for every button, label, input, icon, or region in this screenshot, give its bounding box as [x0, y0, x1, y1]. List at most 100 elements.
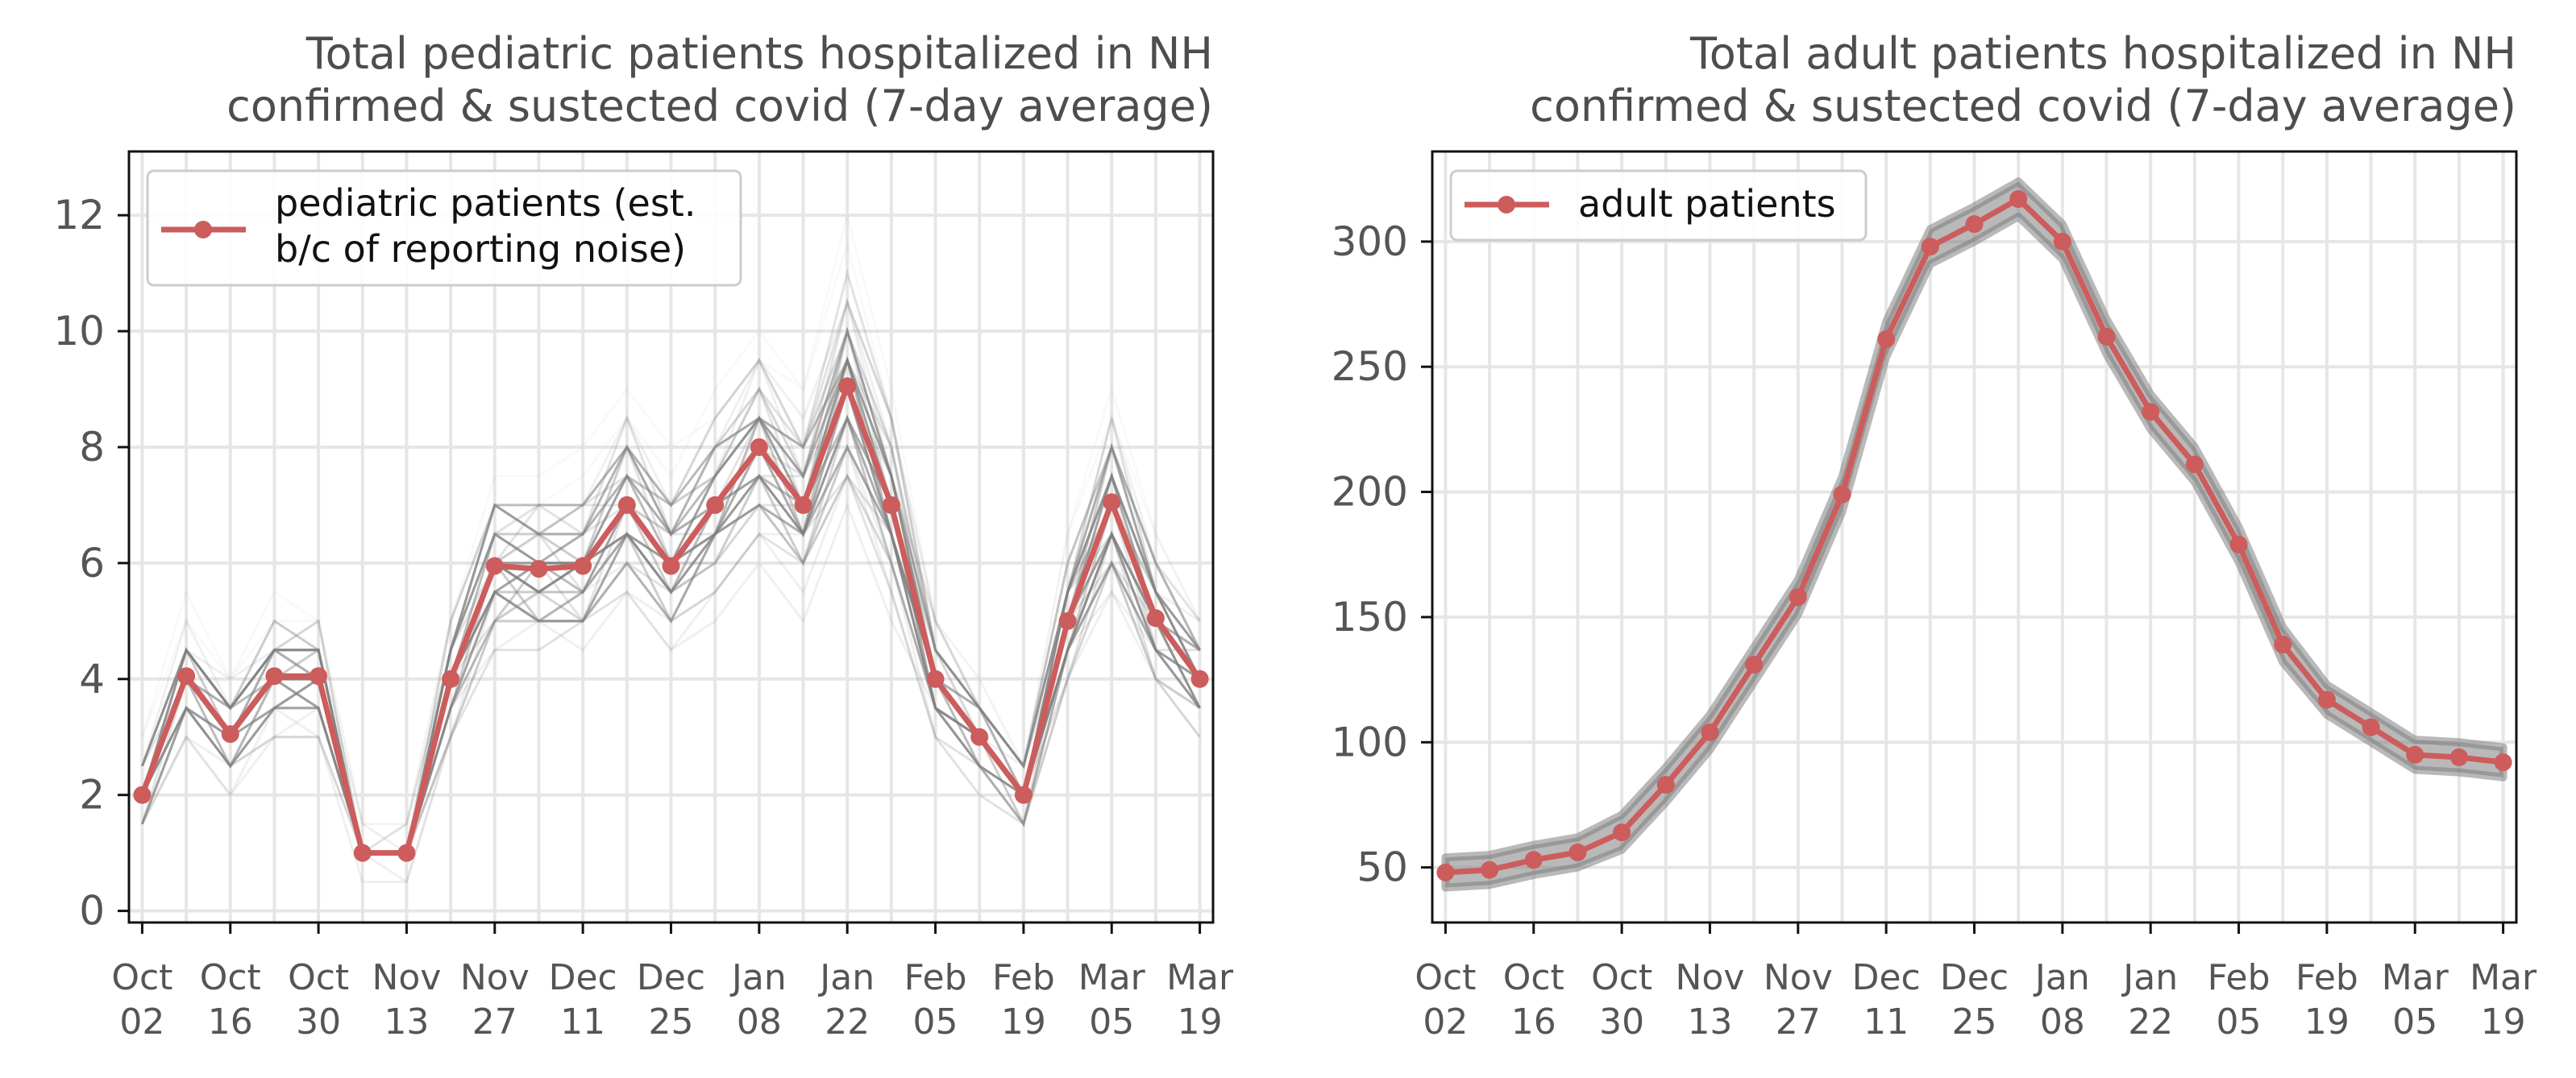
adult-x-tick-label-month: Jan [2033, 957, 2090, 998]
adult-y-tick-label: 150 [1332, 594, 1408, 641]
adult-data-point [1745, 655, 1764, 674]
pediatric-legend-box [146, 169, 742, 287]
pediatric-data-point [662, 557, 680, 575]
adult-x-tick-label-month: Oct [1503, 957, 1564, 998]
pediatric-x-tick-label-day: 05 [913, 1001, 958, 1043]
pediatric-x-tick-label-month: Oct [288, 957, 349, 998]
adult-data-point [2274, 636, 2292, 654]
adult-series [1436, 190, 2512, 881]
pediatric-ensemble-line [140, 357, 1201, 855]
adult-data-point [1656, 776, 1675, 794]
pediatric-x-tick-label-day: 08 [737, 1001, 782, 1043]
pediatric-data-point [485, 557, 504, 575]
pediatric-legend-label-line1: pediatric patients (est. [275, 181, 696, 225]
pediatric-legend-marker-swatch [194, 221, 212, 238]
pediatric-ensemble-line [141, 298, 1201, 856]
pediatric-data-point [442, 670, 460, 688]
pediatric-data-point [1014, 786, 1032, 804]
adult-x-tick-label-month: Jan [2121, 957, 2178, 998]
adult-x-tick-label-day: 11 [1863, 1001, 1909, 1043]
adult-y-tick-label: 250 [1332, 343, 1408, 390]
adult-x-tick-label-month: Oct [1415, 957, 1476, 998]
pediatric-ensemble-line [141, 472, 1201, 855]
adult-chart-grid [1432, 151, 2516, 923]
adult-x-tick-label-day: 13 [1687, 1001, 1732, 1043]
adult-ensemble-band [1441, 177, 2507, 892]
pediatric-y-tick-label: 12 [53, 192, 105, 238]
adult-data-point [1524, 851, 1543, 869]
adult-data-point [1613, 823, 1631, 842]
pediatric-x-tick-label-month: Oct [111, 957, 172, 998]
pediatric-data-point [926, 670, 945, 688]
pediatric-y-tick-label: 6 [79, 540, 105, 587]
pediatric-ensemble-line [141, 298, 1201, 856]
pediatric-y-tick-label: 10 [53, 308, 105, 354]
adult-data-point [2229, 535, 2248, 554]
pediatric-chart-panel: Total pediatric patients hospitalized in… [53, 28, 1234, 1043]
adult-data-point [2185, 455, 2204, 474]
adult-x-axis: Oct02Oct16Oct30Nov13Nov27Dec11Dec25Jan08… [1415, 923, 2537, 1043]
adult-data-point [1568, 844, 1587, 861]
pediatric-x-tick-label-month: Dec [549, 957, 617, 998]
pediatric-y-tick-label: 4 [79, 656, 105, 703]
pediatric-ensemble-line [141, 474, 1201, 855]
pediatric-data-point [970, 728, 989, 746]
adult-y-tick-label: 100 [1332, 719, 1408, 765]
pediatric-x-tick-label-month: Mar [1078, 957, 1146, 998]
pediatric-ensemble-line [141, 473, 1201, 855]
pediatric-data-point [1103, 493, 1121, 512]
pediatric-y-axis: 0 2 4 6 8 10 12 [53, 192, 129, 935]
adult-x-tick-label-day: 16 [1511, 1001, 1556, 1043]
pediatric-ensemble-line [141, 444, 1201, 855]
pediatric-ensemble-line [140, 268, 1201, 855]
pediatric-data-point [1190, 670, 1209, 688]
adult-ensemble-band-area [1441, 177, 2507, 892]
pediatric-ensemble-line [141, 239, 1201, 826]
adult-x-tick-label-month: Mar [2470, 957, 2537, 998]
adult-legend-marker-swatch [1498, 196, 1515, 214]
adult-x-tick-label-day: 02 [1423, 1001, 1468, 1043]
pediatric-x-tick-label-day: 25 [649, 1001, 694, 1043]
pediatric-x-tick-label-day: 22 [825, 1001, 870, 1043]
adult-x-tick-label-day: 19 [2304, 1001, 2350, 1043]
pediatric-ensemble-line [140, 214, 1201, 826]
adult-x-tick-label-day: 08 [2040, 1001, 2085, 1043]
adult-data-point [2362, 718, 2380, 736]
adult-x-tick-label-month: Feb [2296, 957, 2358, 998]
adult-data-point [2009, 190, 2028, 209]
pediatric-x-tick-label-day: 11 [560, 1001, 605, 1043]
pediatric-data-point [617, 495, 636, 514]
pediatric-data-point [1058, 612, 1077, 630]
adult-x-tick-label-month: Dec [1940, 957, 2009, 998]
pediatric-x-tick-label-month: Jan [817, 957, 875, 998]
adult-x-tick-label-month: Oct [1591, 957, 1652, 998]
adult-chart-panel: Total adult patients hospitalized in NH … [1332, 28, 2537, 1043]
adult-data-point [1481, 860, 1499, 879]
pediatric-x-tick-label-month: Jan [729, 957, 787, 998]
adult-data-point [2406, 745, 2424, 764]
pediatric-y-tick-label: 8 [79, 424, 105, 471]
pediatric-ensemble-line [141, 297, 1201, 856]
adult-legend-box [1449, 169, 1868, 242]
adult-chart-title-line1: Total adult patients hospitalized in NH [1689, 28, 2516, 79]
pediatric-ensemble-line [141, 473, 1201, 855]
adult-data-point [2449, 748, 2468, 766]
adult-x-tick-label-day: 05 [2392, 1001, 2437, 1043]
adult-y-tick-label: 200 [1332, 469, 1408, 516]
pediatric-ensemble-line [141, 326, 1201, 855]
pediatric-x-tick-label-day: 16 [208, 1001, 253, 1043]
adult-x-tick-label-day: 27 [1776, 1001, 1821, 1043]
adult-y-tick-label: 300 [1332, 218, 1408, 265]
pediatric-ensemble-line [141, 384, 1201, 855]
adult-x-tick-label-month: Dec [1852, 957, 1921, 998]
pediatric-x-tick-label-month: Feb [904, 957, 967, 998]
pediatric-x-tick-label-day: 05 [1089, 1001, 1134, 1043]
pediatric-data-point [882, 495, 900, 514]
pediatric-ensemble-line [141, 298, 1201, 855]
pediatric-series [133, 377, 1209, 862]
adult-data-point [1789, 588, 1807, 607]
pediatric-ensemble-line [141, 413, 1201, 855]
pediatric-ensemble-line [141, 501, 1201, 884]
pediatric-legend: pediatric patients (est. b/c of reportin… [146, 169, 742, 287]
pediatric-x-tick-label-day: 19 [1178, 1001, 1223, 1043]
